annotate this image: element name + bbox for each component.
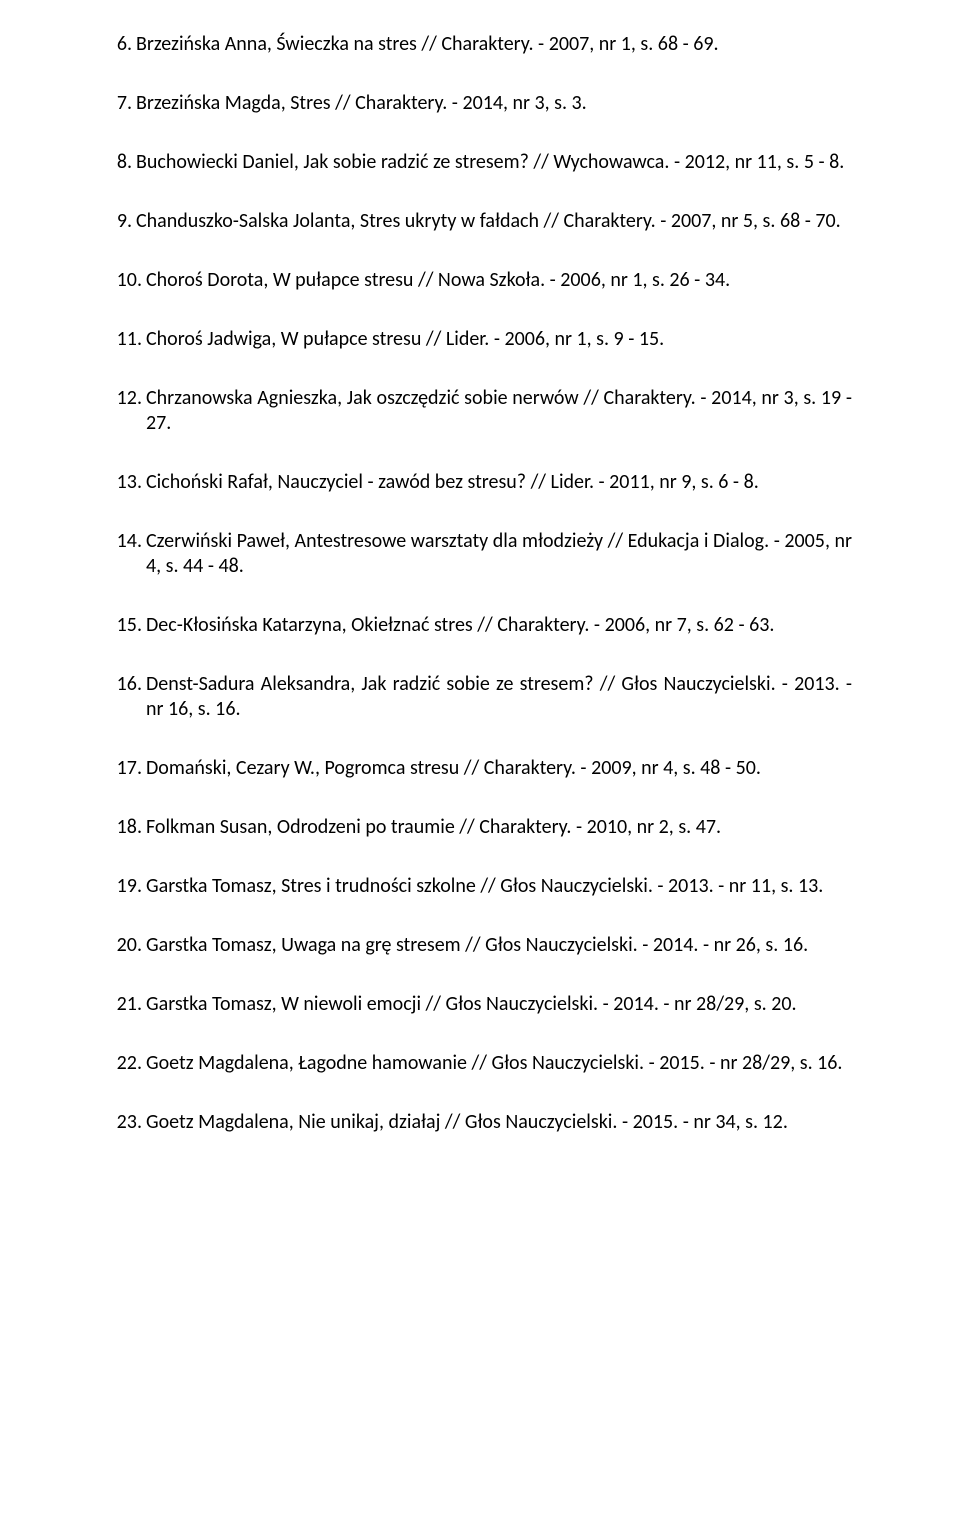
bibliography-entry: 17.Domański, Cezary W., Pogromca stresu … — [108, 756, 852, 781]
bibliography-entry: 21.Garstka Tomasz, W niewoli emocji // G… — [108, 992, 852, 1017]
bibliography-entry: 9.Chanduszko-Salska Jolanta, Stres ukryt… — [108, 209, 852, 234]
entry-number: 16. — [108, 672, 146, 722]
bibliography-entry: 16.Denst-Sadura Aleksandra, Jak radzić s… — [108, 672, 852, 722]
bibliography-entry: 18.Folkman Susan, Odrodzeni po traumie /… — [108, 815, 852, 840]
entry-text: Garstka Tomasz, Stres i trudności szkoln… — [146, 874, 852, 899]
entry-number: 22. — [108, 1051, 146, 1076]
entry-text: Choroś Jadwiga, W pułapce stresu // Lide… — [146, 327, 852, 352]
entry-text: Dec-Kłosińska Katarzyna, Okiełznać stres… — [146, 613, 852, 638]
bibliography-entry: 10.Choroś Dorota, W pułapce stresu // No… — [108, 268, 852, 293]
bibliography-entry: 19.Garstka Tomasz, Stres i trudności szk… — [108, 874, 852, 899]
entry-text: Folkman Susan, Odrodzeni po traumie // C… — [146, 815, 852, 840]
entry-number: 11. — [108, 327, 146, 352]
entry-text: Buchowiecki Daniel, Jak sobie radzić ze … — [136, 150, 852, 175]
entry-text: Brzezińska Magda, Stres // Charaktery. -… — [136, 91, 852, 116]
entry-text: Choroś Dorota, W pułapce stresu // Nowa … — [146, 268, 852, 293]
entry-text: Brzezińska Anna, Świeczka na stres // Ch… — [136, 32, 852, 57]
entry-text: Domański, Cezary W., Pogromca stresu // … — [146, 756, 852, 781]
entry-number: 10. — [108, 268, 146, 293]
entry-text: Goetz Magdalena, Nie unikaj, działaj // … — [146, 1110, 852, 1135]
entry-number: 19. — [108, 874, 146, 899]
entry-number: 8. — [108, 150, 136, 175]
bibliography-entry: 7.Brzezińska Magda, Stres // Charaktery.… — [108, 91, 852, 116]
entry-number: 21. — [108, 992, 146, 1017]
entry-number: 6. — [108, 32, 136, 57]
bibliography-page: 6.Brzezińska Anna, Świeczka na stres // … — [0, 0, 960, 1209]
entry-text: Chanduszko-Salska Jolanta, Stres ukryty … — [136, 209, 852, 234]
entry-number: 12. — [108, 386, 146, 436]
entry-number: 9. — [108, 209, 136, 234]
entry-text: Denst-Sadura Aleksandra, Jak radzić sobi… — [146, 672, 852, 722]
entry-number: 18. — [108, 815, 146, 840]
entry-number: 17. — [108, 756, 146, 781]
bibliography-entry: 6.Brzezińska Anna, Świeczka na stres // … — [108, 32, 852, 57]
bibliography-entry: 8.Buchowiecki Daniel, Jak sobie radzić z… — [108, 150, 852, 175]
bibliography-entry: 15.Dec-Kłosińska Katarzyna, Okiełznać st… — [108, 613, 852, 638]
bibliography-entry: 14.Czerwiński Paweł, Antestresowe warszt… — [108, 529, 852, 579]
entry-number: 13. — [108, 470, 146, 495]
bibliography-entry: 13.Cichoński Rafał, Nauczyciel - zawód b… — [108, 470, 852, 495]
bibliography-entry: 20.Garstka Tomasz, Uwaga na grę stresem … — [108, 933, 852, 958]
entry-text: Cichoński Rafał, Nauczyciel - zawód bez … — [146, 470, 852, 495]
entry-text: Czerwiński Paweł, Antestresowe warsztaty… — [146, 529, 852, 579]
entry-text: Goetz Magdalena, Łagodne hamowanie // Gł… — [146, 1051, 852, 1076]
entry-number: 15. — [108, 613, 146, 638]
entry-text: Garstka Tomasz, W niewoli emocji // Głos… — [146, 992, 852, 1017]
entry-text: Chrzanowska Agnieszka, Jak oszczędzić so… — [146, 386, 852, 436]
entry-text: Garstka Tomasz, Uwaga na grę stresem // … — [146, 933, 852, 958]
entry-number: 20. — [108, 933, 146, 958]
entry-number: 23. — [108, 1110, 146, 1135]
entry-number: 7. — [108, 91, 136, 116]
bibliography-entry: 11.Choroś Jadwiga, W pułapce stresu // L… — [108, 327, 852, 352]
bibliography-entry: 22.Goetz Magdalena, Łagodne hamowanie //… — [108, 1051, 852, 1076]
bibliography-entry: 23.Goetz Magdalena, Nie unikaj, działaj … — [108, 1110, 852, 1135]
entry-number: 14. — [108, 529, 146, 579]
bibliography-entry: 12.Chrzanowska Agnieszka, Jak oszczędzić… — [108, 386, 852, 436]
